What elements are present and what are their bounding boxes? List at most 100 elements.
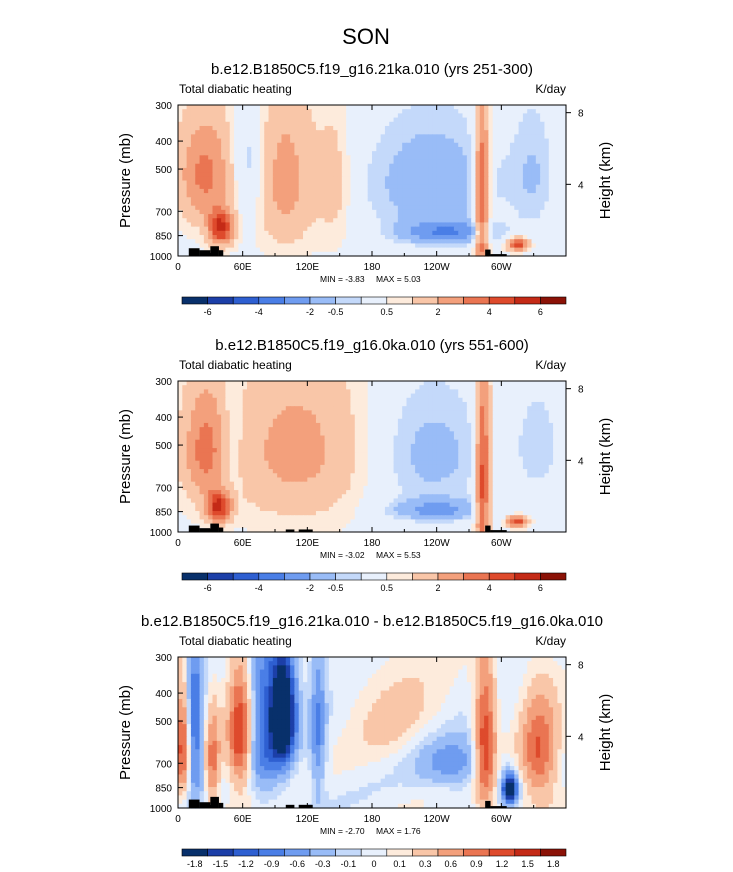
- heatmap-cell: [363, 381, 369, 386]
- heatmap-cell: [337, 418, 343, 424]
- heatmap-cell: [548, 125, 554, 131]
- heatmap-cell: [501, 214, 507, 219]
- heatmap-cell: [238, 439, 244, 445]
- heatmap-cell: [221, 151, 227, 156]
- heatmap-cell: [475, 172, 481, 177]
- heatmap-cell: [475, 105, 481, 110]
- heatmap-cell: [367, 180, 373, 186]
- heatmap-cell: [367, 109, 373, 114]
- heatmap-cell: [363, 222, 369, 228]
- heatmap-cell: [501, 163, 507, 169]
- heatmap-cell: [372, 389, 377, 395]
- heatmap-cell: [393, 389, 399, 395]
- heatmap-cell: [518, 205, 524, 211]
- heatmap-cell: [238, 218, 244, 224]
- heatmap-cell: [484, 385, 489, 390]
- heatmap-cell: [393, 176, 399, 182]
- heatmap-cell: [561, 151, 567, 156]
- heatmap-cell: [393, 456, 399, 462]
- heatmap-cell: [229, 167, 235, 173]
- heatmap-cell: [359, 226, 364, 232]
- heatmap-cell: [354, 121, 360, 127]
- heatmap-cell: [471, 406, 477, 411]
- heatmap-cell: [393, 431, 399, 437]
- heatmap-cell: [285, 125, 291, 131]
- heatmap-cell: [436, 448, 442, 453]
- heatmap-cell: [359, 105, 364, 110]
- heatmap-cell: [419, 205, 425, 211]
- heatmap-cell: [544, 117, 550, 123]
- heatmap-cell: [475, 452, 481, 458]
- heatmap-cell: [540, 243, 546, 249]
- heatmap-cell: [415, 243, 421, 249]
- heatmap-cell: [376, 117, 382, 123]
- heatmap-cell: [216, 113, 222, 119]
- heatmap-cell: [384, 113, 390, 119]
- heatmap-cell: [328, 226, 334, 232]
- heatmap-cell: [303, 226, 308, 232]
- heatmap-cell: [466, 218, 472, 224]
- heatmap-cell: [311, 151, 317, 156]
- heatmap-cell: [492, 239, 498, 245]
- heatmap-cell: [294, 406, 300, 411]
- heatmap-cell: [281, 410, 287, 416]
- heatmap-cell: [484, 422, 489, 428]
- heatmap-cell: [212, 134, 218, 140]
- heatmap-cell: [178, 155, 183, 161]
- heatmap-cell: [264, 385, 270, 390]
- heatmap-cell: [440, 381, 446, 386]
- heatmap-cell: [199, 410, 205, 416]
- heatmap-cell: [216, 230, 222, 236]
- heatmap-cell: [397, 393, 403, 399]
- heatmap-cell: [186, 418, 192, 424]
- heatmap-cell: [311, 188, 317, 194]
- heatmap-cell: [531, 159, 537, 165]
- heatmap-cell: [531, 439, 537, 445]
- heatmap-cell: [436, 167, 442, 173]
- heatmap-cell: [363, 418, 369, 424]
- heatmap-cell: [445, 151, 451, 156]
- heatmap-cell: [272, 230, 278, 236]
- heatmap-cell: [505, 431, 511, 437]
- heatmap-cell: [531, 209, 537, 215]
- heatmap-cell: [501, 406, 507, 411]
- heatmap-cell: [238, 222, 244, 228]
- heatmap-cell: [307, 235, 313, 240]
- heatmap-cell: [384, 401, 390, 407]
- heatmap-cell: [458, 214, 464, 219]
- heatmap-cell: [195, 414, 201, 420]
- heatmap-cell: [402, 214, 408, 219]
- heatmap-cell: [242, 197, 248, 203]
- heatmap-cell: [505, 443, 511, 449]
- heatmap-cell: [557, 385, 563, 390]
- heatmap-cell: [234, 172, 239, 177]
- heatmap-cell: [514, 125, 520, 131]
- heatmap-cell: [186, 159, 192, 165]
- heatmap-cell: [264, 172, 270, 177]
- heatmap-cell: [307, 180, 313, 186]
- heatmap-cell: [372, 201, 377, 207]
- heatmap-cell: [389, 184, 395, 190]
- heatmap-cell: [225, 138, 231, 144]
- heatmap-cell: [509, 448, 515, 453]
- heatmap-cell: [484, 193, 489, 198]
- heatmap-cell: [186, 222, 192, 228]
- heatmap-cell: [346, 151, 352, 156]
- heatmap-cell: [475, 406, 481, 411]
- heatmap-cell: [178, 406, 183, 411]
- heatmap-cell: [475, 188, 481, 194]
- heatmap-cell: [397, 414, 403, 420]
- panel-units-label: K/day: [535, 358, 566, 372]
- heatmap-cell: [544, 247, 550, 253]
- heatmap-cell: [324, 155, 330, 161]
- heatmap-cell: [255, 167, 261, 173]
- heatmap-cell: [328, 393, 334, 399]
- heatmap-cell: [548, 452, 554, 458]
- heatmap-cell: [406, 251, 412, 257]
- heatmap-cell: [376, 247, 382, 253]
- heatmap-cell: [410, 431, 416, 437]
- heatmap-cell: [380, 222, 386, 228]
- heatmap-cell: [324, 146, 330, 152]
- heatmap-cell: [540, 385, 546, 390]
- heatmap-cell: [229, 385, 235, 390]
